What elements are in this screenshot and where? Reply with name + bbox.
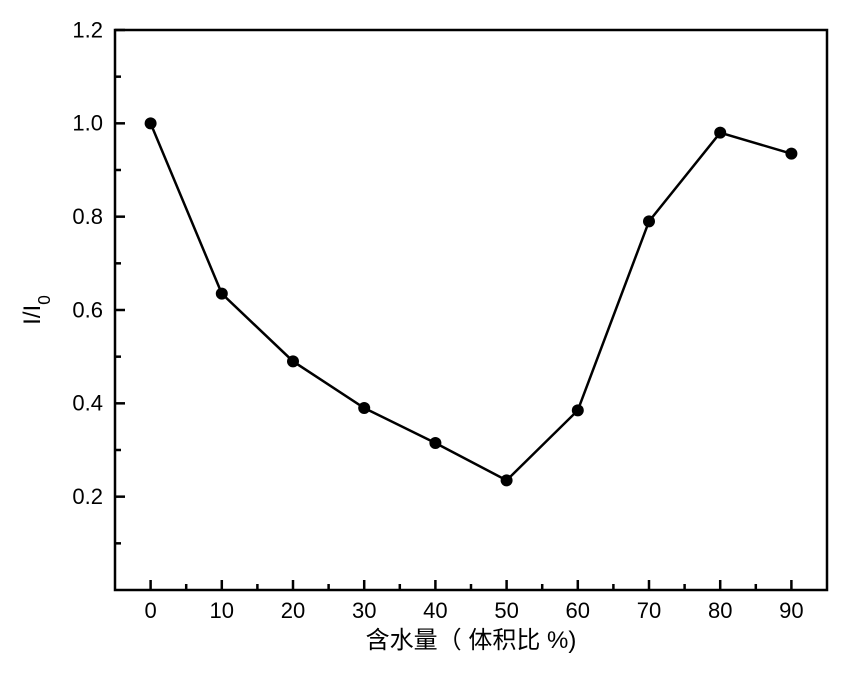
chart-container: 0 10 20 30 40 50 60 70 80 90 0.2 0.4 0.6 0.8 1.0 1.2 含水量… — [0, 0, 867, 683]
x-tick-label: 80 — [708, 598, 732, 623]
data-point — [145, 117, 157, 129]
data-point — [358, 402, 370, 414]
data-point — [287, 355, 299, 367]
x-tick-label: 10 — [210, 598, 234, 623]
data-point — [216, 288, 228, 300]
data-point — [643, 215, 655, 227]
y-tick-label: 0.2 — [72, 484, 103, 509]
x-tick-label: 20 — [281, 598, 305, 623]
x-tick-label: 90 — [779, 598, 803, 623]
data-point — [714, 127, 726, 139]
y-tick-label: 1.2 — [72, 17, 103, 42]
data-point — [572, 404, 584, 416]
y-tick-label: 0.4 — [72, 391, 103, 416]
x-axis-label: 含水量（ 体积比 %) — [366, 627, 577, 654]
x-tick-label: 50 — [494, 598, 518, 623]
data-point — [429, 437, 441, 449]
x-tick-label: 40 — [423, 598, 447, 623]
x-tick-label: 0 — [144, 598, 156, 623]
x-tick-label: 70 — [637, 598, 661, 623]
y-tick-label: 1.0 — [72, 111, 103, 136]
y-tick-label: 0.8 — [72, 204, 103, 229]
data-point — [785, 148, 797, 160]
line-chart: 0 10 20 30 40 50 60 70 80 90 0.2 0.4 0.6 0.8 1.0 1.2 含水量… — [0, 0, 867, 683]
x-tick-label: 60 — [566, 598, 590, 623]
x-tick-label: 30 — [352, 598, 376, 623]
y-tick-label: 0.6 — [72, 297, 103, 322]
data-point — [501, 474, 513, 486]
